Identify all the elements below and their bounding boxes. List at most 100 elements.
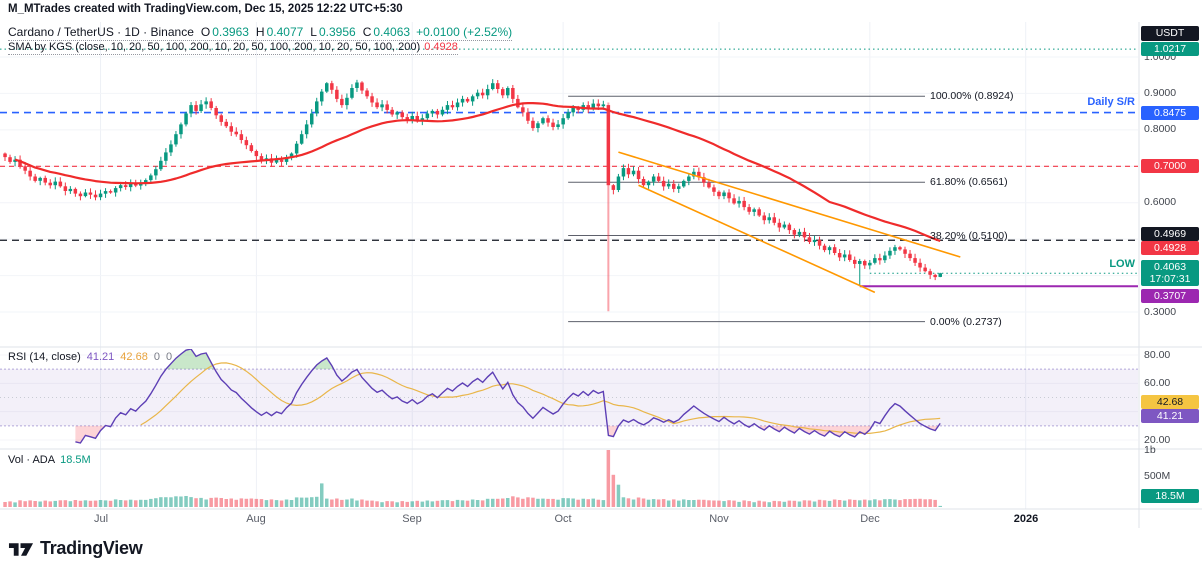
volume-bar <box>546 498 550 507</box>
volume-bar <box>536 498 540 507</box>
volume-bar <box>767 502 771 507</box>
symbol-title[interactable]: Cardano / TetherUS · 1D · Binance <box>8 25 194 39</box>
volume-bar <box>837 500 842 507</box>
volume-bar <box>53 500 57 507</box>
volume-bar <box>249 498 254 507</box>
candle-body <box>189 105 193 114</box>
volume-bar <box>918 498 922 507</box>
candle-body <box>822 245 827 251</box>
volume-bar <box>360 499 364 507</box>
price-level-badge: 0.8475 <box>1141 106 1199 120</box>
candle-body <box>792 230 797 235</box>
volume-bar <box>335 498 339 507</box>
candle-body <box>279 159 284 162</box>
rsi-oversold-fill <box>75 425 939 443</box>
volume-bar <box>656 499 661 507</box>
volume-bar <box>189 497 193 507</box>
volume-bar <box>224 499 228 507</box>
volume-bar <box>908 499 912 507</box>
volume-bar <box>38 501 42 507</box>
candle-body <box>445 105 450 110</box>
volume-legend: Vol · ADA 18.5M <box>8 454 91 466</box>
candle-body <box>677 186 681 189</box>
footer-logo[interactable]: TradingView <box>8 538 143 559</box>
candle-body <box>289 153 294 158</box>
volume-bar <box>581 498 585 507</box>
candle-body <box>812 239 817 243</box>
volume-bar <box>832 499 837 507</box>
candle-body <box>310 113 314 125</box>
candle-body <box>144 180 148 183</box>
volume-bar <box>128 499 133 507</box>
candle-body <box>641 179 646 186</box>
candle-body <box>199 104 203 111</box>
candle-body <box>304 124 309 135</box>
volume-bar <box>938 505 942 507</box>
volume-bar <box>616 484 621 507</box>
candle-body <box>571 107 575 113</box>
ohlc-close-value: 0.4063 <box>373 25 411 39</box>
candle-body <box>672 183 676 189</box>
candle-body <box>702 177 706 183</box>
volume-bar <box>692 500 696 507</box>
candle-body <box>832 247 837 253</box>
rsi-legend-title[interactable]: RSI (14, close) <box>8 351 81 363</box>
candle-body <box>485 89 490 96</box>
volume-bar <box>385 501 389 507</box>
volume-bar <box>209 497 213 507</box>
candle-body <box>400 112 404 118</box>
symbol-header: Cardano / TetherUS · 1D · Binance O 0.3963… <box>8 25 513 41</box>
rsi-line <box>75 349 941 444</box>
volume-bar <box>455 499 460 507</box>
volume-bar <box>149 498 153 507</box>
volume-bar <box>611 474 616 507</box>
volume-bar <box>470 499 475 507</box>
candle-body <box>98 193 103 198</box>
volume-bar <box>254 498 259 507</box>
volume-bar <box>274 500 279 507</box>
volume-bar <box>13 502 17 507</box>
volume-bar <box>164 497 168 507</box>
candle-body <box>78 193 83 197</box>
volume-bar <box>551 498 555 507</box>
volume-bar <box>526 497 530 507</box>
indicator-title[interactable]: SMA by KGS (close, 10, 20, 50, 100, 200,… <box>8 41 421 53</box>
volume-bar <box>878 500 882 507</box>
volume-bar <box>199 497 203 507</box>
price-axis-label: 0.3000 <box>1144 306 1177 318</box>
volume-bar <box>184 496 188 507</box>
volume-bar <box>792 500 797 507</box>
candle-body <box>536 123 540 128</box>
volume-bar <box>636 497 641 507</box>
volume-bar <box>923 499 927 507</box>
rsi-value-badge: 42.68 <box>1141 395 1199 409</box>
volume-bar <box>460 500 465 507</box>
volume-bar <box>566 498 570 507</box>
volume-bar <box>727 500 731 507</box>
channel-upper-line <box>618 151 961 258</box>
volume-bar <box>330 499 334 507</box>
candle-body <box>646 181 651 186</box>
candle-body <box>661 180 666 187</box>
candle-body <box>58 181 63 187</box>
volume-value-badge: 18.5M <box>1141 489 1199 503</box>
price-axis-currency-badge: USDT <box>1141 26 1199 41</box>
volume-legend-title[interactable]: Vol · ADA <box>8 454 56 466</box>
volume-bar <box>863 499 867 507</box>
volume-bar <box>722 501 726 507</box>
candle-body <box>455 102 460 108</box>
volume-bar <box>576 499 580 507</box>
tradingview-logo-icon <box>8 542 34 556</box>
candle-body <box>601 104 606 107</box>
candle-body <box>340 98 344 106</box>
candle-body <box>48 182 52 186</box>
volume-bar <box>732 500 736 507</box>
candle-body <box>551 122 555 127</box>
volume-bar <box>702 499 706 507</box>
candle-body <box>842 254 847 258</box>
volume-bar <box>304 497 309 507</box>
candle-body <box>13 159 17 162</box>
candle-body <box>712 187 716 192</box>
volume-bar <box>586 499 590 507</box>
